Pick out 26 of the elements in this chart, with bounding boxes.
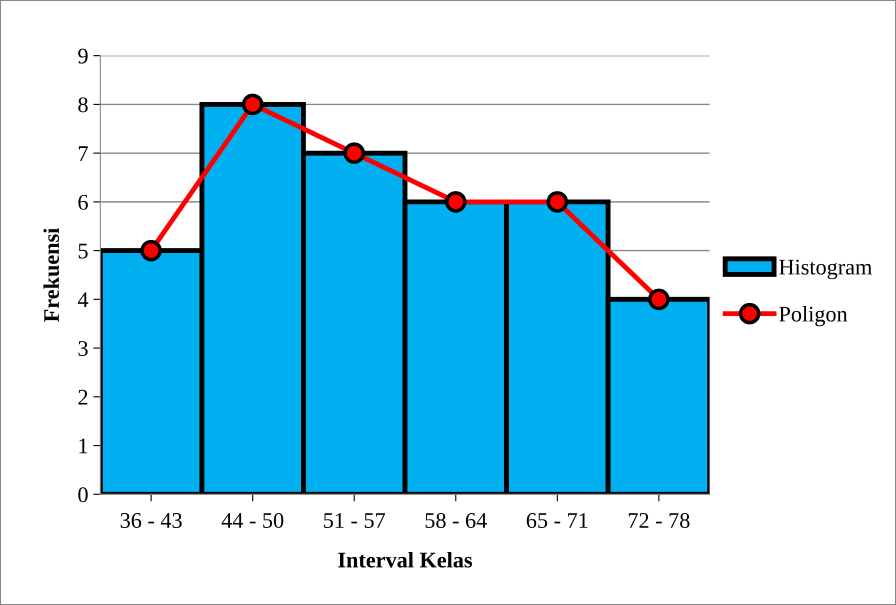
y-tick-label: 3 — [78, 341, 88, 356]
point — [648, 288, 670, 310]
y-tick-label: 7 — [78, 146, 88, 161]
x-tick-label: 65 - 71 — [526, 513, 588, 528]
x-axis-title: Interval Kelas — [338, 552, 472, 568]
point — [343, 142, 365, 164]
x-tick-label: 72 - 78 — [628, 512, 690, 528]
y-tick-label: 5 — [78, 244, 88, 259]
x-tick-label: 58 - 64 — [426, 512, 487, 528]
point — [242, 94, 264, 116]
x-tick-label: 44 - 50 — [222, 512, 284, 528]
point — [140, 240, 162, 262]
y-tick-label: 4 — [78, 292, 88, 308]
x-tick-label: 51 - 57 — [324, 513, 386, 528]
legend-label: Poligon — [779, 306, 848, 326]
y-tick-label: 1 — [79, 438, 88, 454]
y-tick-label: 2 — [78, 390, 88, 405]
point — [546, 191, 568, 213]
y-tick-label: 6 — [78, 194, 88, 210]
point — [445, 191, 467, 213]
y-tick-label: 8 — [78, 97, 88, 112]
y-axis-title: Frekuensi — [43, 228, 60, 322]
y-tick-label: 0 — [78, 487, 88, 502]
x-tick-label: 36 - 43 — [120, 513, 182, 528]
y-tick-label: 9 — [78, 48, 88, 64]
legend-label: Histogram — [779, 260, 872, 280]
